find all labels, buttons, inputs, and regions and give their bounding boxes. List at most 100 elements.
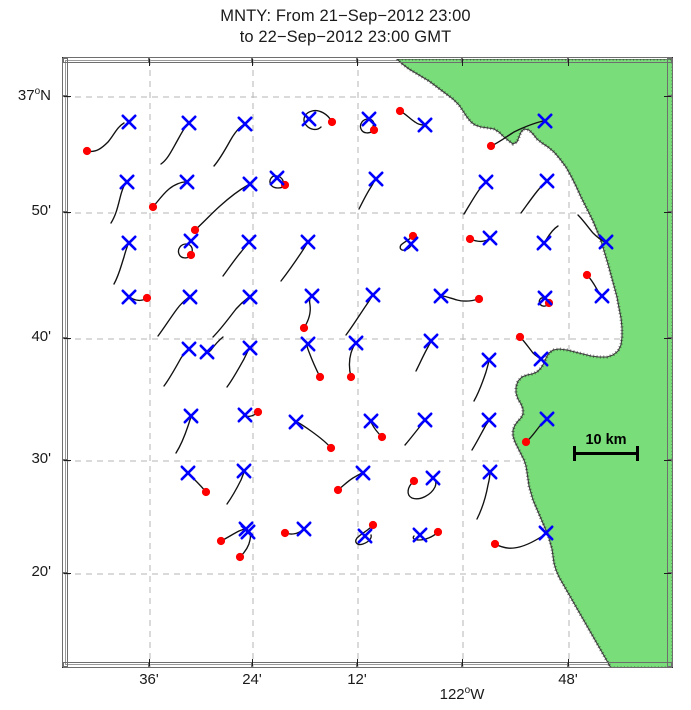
drifter-end-marker: [242, 289, 258, 305]
drifter-end-marker: [304, 288, 320, 304]
y-axis-tick: [64, 573, 71, 574]
drifter-track: [412, 531, 439, 541]
land-polygon: [396, 59, 672, 667]
drifter-end-marker: [357, 528, 373, 544]
scale-bar-label: 10 km: [585, 432, 627, 448]
drifter-end-marker: [199, 344, 215, 360]
drifter-start-marker: [299, 323, 309, 333]
drifter-end-marker: [368, 171, 384, 187]
drifter-end-marker: [355, 465, 371, 481]
y-axis-tick-label: 50': [31, 202, 51, 219]
drifter-end-marker: [237, 116, 253, 132]
scale-bar: 10 km: [569, 432, 643, 462]
x-axis-tick: [357, 659, 358, 666]
drifter-end-marker: [348, 335, 364, 351]
drifter-end-marker: [241, 234, 257, 250]
x-axis-tick-box: [63, 662, 149, 668]
y-axis-tick-box-right: [667, 96, 673, 212]
drifter-end-marker: [300, 336, 316, 352]
drifter-start-marker: [326, 443, 336, 453]
x-axis-tick-box: [462, 662, 568, 668]
drifter-end-marker: [594, 288, 610, 304]
drifter-end-marker: [121, 235, 137, 251]
x-axis-tick-box: [568, 662, 672, 668]
drifter-track: [113, 243, 129, 285]
x-axis-tick-label: 12': [347, 671, 367, 688]
drifter-end-marker: [433, 288, 449, 304]
drifter-track: [399, 110, 425, 126]
drifter-end-marker: [425, 470, 441, 486]
drifter-end-marker: [236, 463, 252, 479]
drifter-start-marker: [474, 294, 484, 304]
y-axis-tick-label: 40': [31, 328, 51, 345]
y-axis-tick-box: [62, 58, 68, 96]
drifter-end-marker: [237, 407, 253, 423]
drifter-start-marker: [521, 437, 531, 447]
drifter-end-marker: [121, 114, 137, 130]
y-axis-tick-label: 30': [31, 450, 51, 467]
y-axis-tick-right: [664, 460, 671, 461]
drifter-track-group: [86, 109, 606, 558]
y-axis-tick-box: [62, 96, 68, 212]
x-axis-tick-top: [462, 59, 463, 66]
drifter-end-marker: [417, 117, 433, 133]
drifter-end-marker: [179, 174, 195, 190]
map-svg: [64, 59, 672, 667]
drifter-end-marker: [403, 236, 419, 252]
drifter-end-marker: [181, 341, 197, 357]
drifter-track: [577, 214, 606, 243]
x-axis-tick-label: 122oW: [439, 685, 485, 703]
drifter-start-marker: [253, 407, 263, 417]
drifter-end-marker: [536, 235, 552, 251]
drifter-start-marker: [148, 202, 158, 212]
drifter-end-marker: [121, 289, 137, 305]
drifter-end-marker: [478, 174, 494, 190]
x-axis-tick-box-top: [63, 57, 149, 63]
drifter-start-marker: [368, 520, 378, 530]
x-axis-tick-box-top: [568, 57, 672, 63]
x-axis-tick-label: 36': [139, 671, 159, 688]
x-axis-tick-box-top: [252, 57, 357, 63]
drifter-start-marker: [395, 106, 405, 116]
x-axis-tick-box-top: [462, 57, 568, 63]
y-axis-tick: [64, 96, 71, 97]
drifter-start-marker: [465, 234, 475, 244]
drifter-track: [494, 534, 545, 549]
drifter-end-marker: [288, 414, 304, 430]
y-axis-tick-right: [664, 338, 671, 339]
x-axis-tick-top: [568, 59, 569, 66]
drifter-end-marker: [538, 525, 554, 541]
drifter-track: [441, 295, 480, 302]
drifter-start-marker: [582, 270, 592, 280]
drifter-end-marker: [301, 111, 317, 127]
drifter-track: [473, 359, 490, 402]
y-axis-tick-box-right: [667, 338, 673, 460]
drifter-track: [415, 341, 432, 372]
drifter-start-marker: [490, 539, 500, 549]
drifter-track: [194, 184, 249, 231]
drifter-start-marker: [409, 476, 419, 486]
drifter-start-marker: [201, 487, 211, 497]
y-axis-tick-box-right: [667, 212, 673, 338]
drifter-end-marker: [537, 113, 553, 129]
scale-bar-cap-left: [573, 446, 576, 461]
x-axis-tick-top: [149, 59, 150, 66]
drifter-end-marker: [539, 411, 555, 427]
title-line-2: to 22−Sep−2012 23:00 GMT: [239, 28, 452, 46]
y-axis-tick-right: [664, 96, 671, 97]
title-line-1: MNTY: From 21−Sep−2012 23:00: [220, 7, 471, 25]
drifter-end-marker: [412, 527, 428, 543]
y-axis-tick-box-right: [667, 58, 673, 96]
drifter-start-marker: [280, 528, 290, 538]
drifter-end-marker: [119, 174, 135, 190]
drifter-end-marker: [533, 351, 549, 367]
x-axis-tick-box: [357, 662, 462, 668]
drifter-end-marker: [182, 289, 198, 305]
scale-bar-cap-right: [636, 446, 639, 461]
x-axis-tick-box-top: [357, 57, 462, 63]
x-axis-tick-box: [149, 662, 252, 668]
drifter-track: [86, 122, 125, 153]
y-axis-tick-label: 37oN: [17, 86, 51, 104]
y-axis-tick-right: [664, 212, 671, 213]
